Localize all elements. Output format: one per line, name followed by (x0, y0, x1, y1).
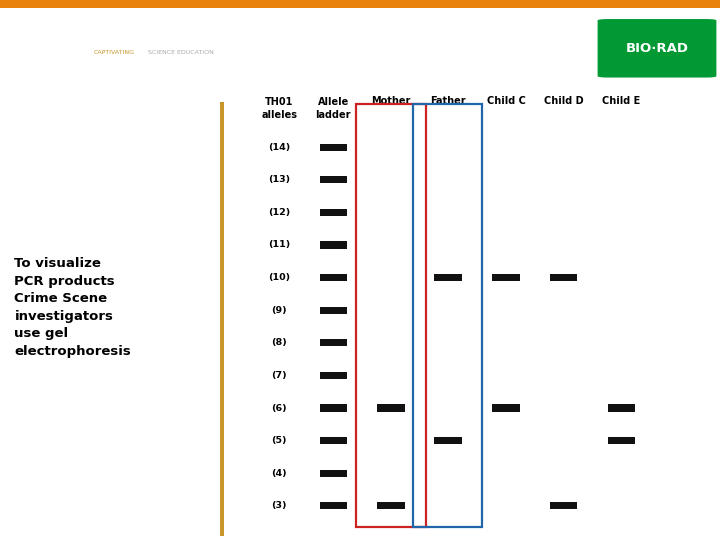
Bar (0, 0, 720, 8)
Text: (3): (3) (271, 501, 287, 510)
Bar (608, 437, 635, 444)
Bar (320, 241, 347, 248)
Bar (434, 274, 462, 281)
Bar (320, 470, 347, 477)
Text: (9): (9) (271, 306, 287, 315)
Bar (220, 102, 224, 536)
Text: Explorer: Explorer (40, 60, 132, 79)
FancyBboxPatch shape (598, 19, 716, 78)
Text: Child D: Child D (544, 96, 584, 106)
Bar (492, 274, 520, 281)
Bar (320, 209, 347, 216)
Text: Allele
ladder: Allele ladder (315, 97, 351, 120)
Text: (13): (13) (269, 176, 290, 184)
Bar (320, 274, 347, 281)
Text: BIO·RAD: BIO·RAD (626, 42, 688, 55)
Text: (8): (8) (271, 338, 287, 347)
Text: Child C: Child C (487, 96, 526, 106)
Bar (356, 104, 426, 526)
Bar (320, 144, 347, 151)
Text: (5): (5) (271, 436, 287, 445)
Bar (550, 502, 577, 509)
Text: SCIENCE EDUCATION: SCIENCE EDUCATION (148, 50, 213, 55)
Text: (6): (6) (271, 403, 287, 413)
Text: (14): (14) (269, 143, 290, 152)
Bar (377, 404, 405, 411)
Text: Biotechnology: Biotechnology (40, 21, 169, 35)
Text: TH01
alleles: TH01 alleles (261, 97, 297, 120)
Bar (320, 372, 347, 379)
Bar (608, 404, 635, 411)
Text: (11): (11) (269, 240, 290, 249)
Text: Child E: Child E (602, 96, 641, 106)
Bar (377, 502, 405, 509)
Text: (12): (12) (269, 208, 290, 217)
Bar (492, 404, 520, 411)
Bar (413, 104, 482, 526)
Text: Mother: Mother (372, 96, 410, 106)
Bar (320, 404, 347, 411)
Text: CAPTIVATING: CAPTIVATING (94, 50, 135, 55)
Bar (320, 502, 347, 509)
Bar (320, 307, 347, 314)
Text: (7): (7) (271, 371, 287, 380)
Bar (320, 339, 347, 346)
Bar (550, 274, 577, 281)
Text: Father: Father (430, 96, 466, 106)
Text: (4): (4) (271, 469, 287, 478)
Bar (320, 437, 347, 444)
Text: To visualize
PCR products
Crime Scene
investigators
use gel
electrophoresis: To visualize PCR products Crime Scene in… (14, 257, 131, 357)
Bar (320, 176, 347, 184)
Text: (10): (10) (269, 273, 290, 282)
Bar (434, 437, 462, 444)
